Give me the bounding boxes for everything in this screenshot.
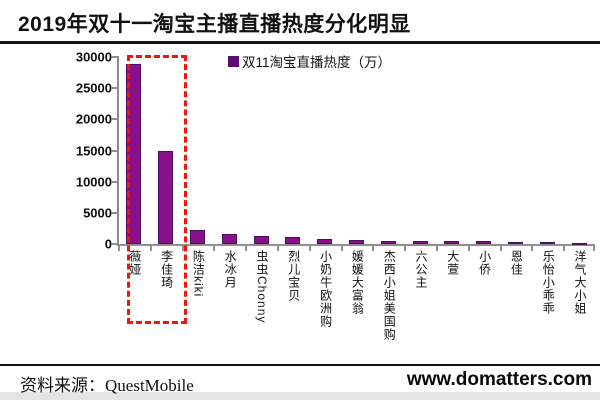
x-axis-tick (499, 246, 502, 251)
bar (508, 241, 523, 244)
y-axis-tick (111, 118, 117, 121)
watermark-link[interactable]: www.domatters.com (406, 369, 592, 390)
page-title: 2019年双十一淘宝主播直播热度分化明显 (18, 13, 411, 36)
bar (412, 240, 428, 244)
y-axis-tick-label: 5000 (83, 205, 112, 221)
bar (221, 233, 237, 244)
bar (190, 229, 205, 244)
x-axis-tick (531, 246, 534, 251)
y-axis-tick-label: 0 (104, 236, 112, 252)
x-axis-tick (213, 246, 216, 251)
bar (158, 150, 174, 244)
bar (476, 241, 492, 244)
x-axis-tick (372, 246, 375, 251)
y-axis-tick-label: 20000 (75, 111, 112, 127)
x-axis-tick (467, 246, 470, 251)
x-axis-tick (308, 246, 311, 251)
x-axis-category-label: 恩佳 (509, 250, 524, 276)
bar (126, 63, 142, 244)
title-divider (0, 41, 600, 44)
y-axis-tick (111, 56, 117, 58)
x-axis-category-label: 小奶牛欧洲购 (318, 250, 333, 328)
y-axis-tick (111, 87, 117, 90)
y-axis-tick (111, 211, 117, 214)
x-axis-category-label: 洋气大小姐 (572, 250, 587, 315)
chart-legend: 双11淘宝直播热度（万） (228, 51, 391, 71)
x-axis-category-label: 媛媛大富翁 (350, 250, 365, 315)
y-axis-tick-label: 10000 (75, 174, 112, 190)
y-axis-tick-label: 30000 (75, 49, 112, 65)
x-axis-tick (277, 246, 279, 251)
x-axis-tick (149, 246, 152, 251)
x-axis-category-label: 虫虫Chonny (254, 250, 269, 324)
x-axis-category-label: 李佳琦 (159, 250, 174, 289)
x-axis-tick (436, 246, 438, 251)
x-axis-tick (245, 246, 248, 251)
x-axis-tick (181, 246, 184, 251)
x-axis-category-label: 烈儿宝贝 (286, 250, 301, 302)
highlight-box (127, 55, 187, 324)
y-axis-tick-label: 25000 (75, 80, 112, 96)
bar (571, 242, 587, 245)
x-axis-tick (404, 246, 407, 251)
x-axis-line (117, 244, 595, 246)
y-axis-line (117, 56, 119, 245)
bar (253, 235, 269, 244)
y-axis-tick-label: 15000 (75, 143, 112, 158)
x-axis-category-label: 六公主 (413, 250, 428, 289)
x-axis-category-label: 陈洁kiki (191, 250, 206, 298)
x-axis-tick (593, 246, 595, 251)
x-axis-category-label: 小侨 (477, 250, 492, 276)
x-axis-category-label: 水冰月 (223, 250, 238, 289)
legend-swatch-icon (228, 55, 239, 67)
x-axis-category-label: 大萱 (445, 250, 460, 276)
footer-divider (0, 364, 600, 366)
x-axis-tick (563, 246, 566, 251)
x-axis-category-label: 薇娅 (127, 250, 142, 276)
bar (317, 239, 333, 244)
bar (539, 241, 555, 244)
footer-strip (0, 392, 600, 400)
x-axis-tick (118, 246, 120, 251)
bar (349, 240, 364, 244)
y-axis-tick (111, 180, 117, 183)
x-axis-category-label: 乐怡小乖乖 (541, 250, 556, 315)
x-axis-category-label: 杰西小姐美国购 (382, 250, 397, 341)
bar (444, 241, 460, 244)
x-axis-tick (340, 246, 343, 251)
y-axis-tick (111, 149, 117, 152)
bar (380, 240, 396, 244)
legend-label: 双11淘宝直播热度（万） (242, 55, 392, 70)
source-text: 资料来源：QuestMobile (20, 376, 194, 395)
y-axis-tick (111, 243, 117, 245)
bar (285, 237, 301, 244)
